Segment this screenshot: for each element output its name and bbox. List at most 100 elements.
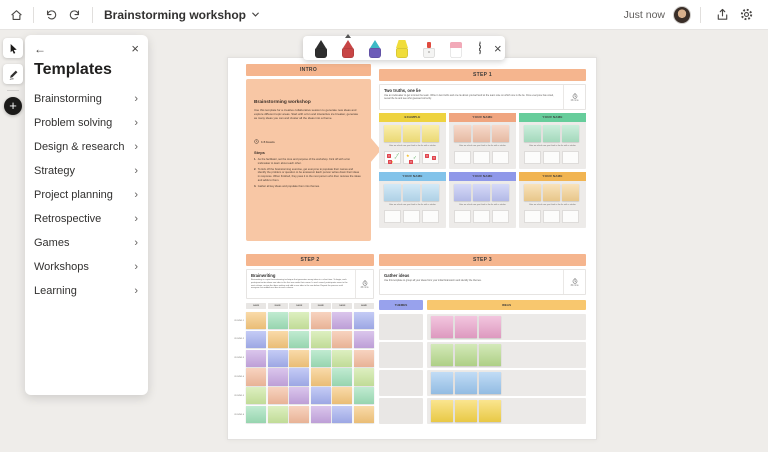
- sticky-note[interactable]: [289, 330, 310, 348]
- step2-board[interactable]: STEP 2 Brainwriting Brainwriting is a qu…: [228, 254, 374, 426]
- sticky-note[interactable]: [492, 184, 509, 201]
- vote-box[interactable]: [422, 210, 439, 223]
- sticky-note[interactable]: [332, 349, 353, 367]
- sticky-note[interactable]: [267, 387, 288, 405]
- step1-board[interactable]: STEP 1 Two truths, one lie Use an icebre…: [379, 69, 586, 241]
- sticky-note[interactable]: [403, 184, 420, 201]
- sticky-note[interactable]: [403, 125, 420, 142]
- sticky-note[interactable]: [246, 387, 266, 405]
- board-title[interactable]: Brainstorming workshop: [104, 7, 247, 22]
- home-button[interactable]: [4, 4, 28, 26]
- sticky-note[interactable]: [455, 372, 477, 394]
- sticky-note[interactable]: [289, 312, 310, 330]
- sticky-note[interactable]: [289, 405, 310, 424]
- sidebar-item-strategy[interactable]: Strategy ›: [25, 159, 148, 183]
- vote-box[interactable]: [403, 210, 420, 223]
- red-marker-icon[interactable]: [338, 34, 358, 59]
- sticky-note[interactable]: [455, 316, 477, 338]
- sidebar-item-design-research[interactable]: Design & research ›: [25, 135, 148, 159]
- vote-box[interactable]: [562, 210, 579, 223]
- theme-box[interactable]: [379, 398, 423, 424]
- sticky-note[interactable]: [332, 312, 353, 330]
- sticky-note[interactable]: [289, 349, 310, 367]
- whiteboard-canvas[interactable]: INTRO Brainstorming workshop Use this te…: [227, 57, 597, 440]
- lasso-select-tool[interactable]: [479, 41, 481, 55]
- sticky-note[interactable]: [543, 184, 560, 201]
- ink-tool-button[interactable]: [3, 64, 23, 84]
- sticky-note[interactable]: [289, 387, 310, 405]
- vote-box[interactable]: [454, 210, 471, 223]
- sticky-note[interactable]: [267, 349, 288, 367]
- sidebar-item-learning[interactable]: Learning ›: [25, 279, 148, 303]
- step1-column[interactable]: EXAMPLE Vote on which one you think is th…: [379, 113, 446, 169]
- sticky-note[interactable]: [524, 125, 541, 142]
- vote-box[interactable]: [473, 210, 490, 223]
- eraser-icon[interactable]: [446, 37, 466, 59]
- vote-box[interactable]: [473, 151, 490, 164]
- select-tool-button[interactable]: [3, 38, 23, 58]
- sticky-note[interactable]: [246, 330, 266, 348]
- sticky-note[interactable]: [492, 125, 509, 142]
- user-avatar[interactable]: [673, 5, 691, 24]
- step1-column[interactable]: YOUR NAME Vote on which one you think is …: [519, 113, 586, 169]
- sticky-note[interactable]: [246, 368, 266, 386]
- sticky-note[interactable]: [479, 372, 501, 394]
- sticky-note[interactable]: [332, 387, 353, 405]
- sticky-note[interactable]: [332, 368, 353, 386]
- sidebar-item-project-planning[interactable]: Project planning ›: [25, 183, 148, 207]
- sticky-note[interactable]: [422, 184, 439, 201]
- sticky-note[interactable]: [353, 349, 374, 367]
- vote-box[interactable]: [524, 151, 541, 164]
- sticky-note[interactable]: [454, 184, 471, 201]
- close-pen-toolbar-button[interactable]: ×: [494, 40, 502, 56]
- vote-box[interactable]: × ×: [422, 151, 439, 164]
- sticky-note[interactable]: [455, 400, 477, 422]
- sticky-note[interactable]: [524, 184, 541, 201]
- sticky-note[interactable]: [479, 344, 501, 366]
- sticky-note[interactable]: [384, 184, 401, 201]
- sidebar-item-problem-solving[interactable]: Problem solving ›: [25, 111, 148, 135]
- sidebar-item-retrospective[interactable]: Retrospective ›: [25, 207, 148, 231]
- add-content-button[interactable]: +: [4, 97, 22, 115]
- sticky-note[interactable]: [353, 312, 374, 330]
- chevron-down-icon[interactable]: [250, 9, 261, 20]
- theme-box[interactable]: [379, 342, 423, 368]
- sticky-note[interactable]: [310, 387, 331, 405]
- sticky-note[interactable]: [332, 330, 353, 348]
- undo-button[interactable]: [39, 4, 63, 26]
- galaxy-marker-icon[interactable]: [365, 37, 385, 59]
- sticky-note[interactable]: [422, 125, 439, 142]
- sticky-note[interactable]: [353, 387, 374, 405]
- sticky-note[interactable]: [246, 405, 266, 424]
- vote-box[interactable]: [492, 210, 509, 223]
- sticky-note[interactable]: [431, 344, 453, 366]
- sticky-note[interactable]: [431, 372, 453, 394]
- share-button[interactable]: [710, 4, 734, 26]
- step3-board[interactable]: STEP 3 Gather ideas Use this template to…: [379, 254, 586, 426]
- back-button[interactable]: ←: [34, 42, 46, 56]
- step1-column[interactable]: YOUR NAME Vote on which one you think is …: [519, 172, 586, 228]
- vote-box[interactable]: [562, 151, 579, 164]
- sticky-note[interactable]: [473, 125, 490, 142]
- intro-board[interactable]: INTRO Brainstorming workshop Use this te…: [246, 64, 381, 241]
- vote-box[interactable]: [454, 151, 471, 164]
- sticky-note[interactable]: [454, 125, 471, 142]
- sticky-note[interactable]: [562, 125, 579, 142]
- sticky-note[interactable]: [431, 316, 453, 338]
- sticky-note[interactable]: [246, 312, 266, 330]
- sticky-note[interactable]: [384, 125, 401, 142]
- step1-column[interactable]: YOUR NAME Vote on which one you think is …: [379, 172, 446, 228]
- vote-box[interactable]: [543, 210, 560, 223]
- sticky-note[interactable]: [267, 405, 288, 424]
- sticky-note[interactable]: [332, 405, 353, 424]
- vote-box[interactable]: [524, 210, 541, 223]
- vote-box[interactable]: [492, 151, 509, 164]
- sticky-note[interactable]: [310, 349, 331, 367]
- theme-box[interactable]: [379, 370, 423, 396]
- sticky-note[interactable]: [543, 125, 560, 142]
- sticky-note[interactable]: [310, 368, 331, 386]
- sticky-note[interactable]: [353, 368, 374, 386]
- settings-button[interactable]: [734, 4, 758, 26]
- sidebar-item-brainstorming[interactable]: Brainstorming ›: [25, 87, 148, 111]
- sticky-note[interactable]: [246, 349, 266, 367]
